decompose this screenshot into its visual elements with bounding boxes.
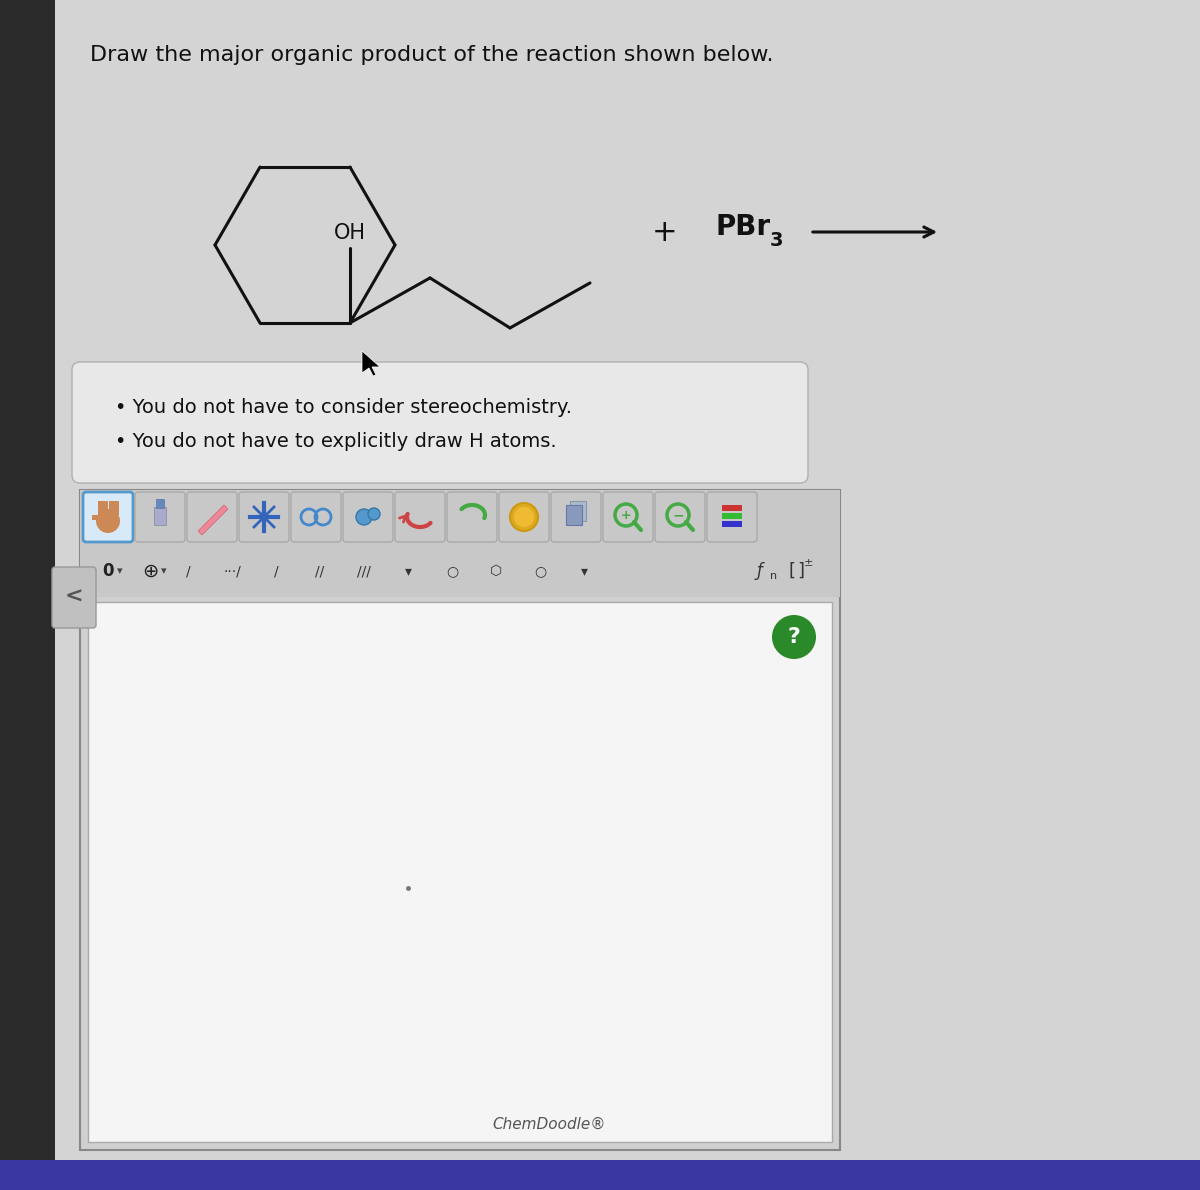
Bar [114, 501, 119, 515]
Text: ?: ? [787, 627, 800, 647]
Text: ···/: ···/ [223, 564, 241, 578]
Text: n: n [770, 571, 778, 581]
FancyBboxPatch shape [187, 491, 238, 541]
Text: Draw the major organic product of the reaction shown below.: Draw the major organic product of the re… [90, 45, 774, 65]
FancyBboxPatch shape [292, 491, 341, 541]
Text: ChemDoodle®: ChemDoodle® [492, 1116, 606, 1132]
FancyBboxPatch shape [72, 362, 808, 483]
Text: /: / [274, 564, 278, 578]
Text: +: + [620, 508, 631, 521]
Bar [92, 515, 102, 520]
Text: ]: ] [798, 562, 804, 580]
Bar [80, 545, 840, 597]
Text: +: + [652, 218, 678, 246]
FancyBboxPatch shape [83, 491, 133, 541]
FancyBboxPatch shape [239, 491, 289, 541]
Bar [722, 513, 742, 519]
Bar [88, 602, 832, 1142]
Bar [566, 505, 582, 525]
Text: ▾: ▾ [404, 564, 412, 578]
Text: OH: OH [334, 223, 366, 243]
Text: −: − [672, 508, 684, 522]
Text: ▾: ▾ [161, 566, 167, 576]
Bar [570, 501, 586, 521]
Circle shape [510, 503, 538, 531]
Text: • You do not have to explicitly draw H atoms.: • You do not have to explicitly draw H a… [115, 432, 557, 451]
Bar [154, 507, 166, 525]
FancyBboxPatch shape [551, 491, 601, 541]
FancyBboxPatch shape [707, 491, 757, 541]
Text: ƒ: ƒ [757, 562, 763, 580]
Circle shape [772, 615, 816, 659]
Bar [80, 490, 840, 545]
Text: ⬡: ⬡ [490, 564, 502, 578]
FancyBboxPatch shape [446, 491, 497, 541]
FancyBboxPatch shape [343, 491, 394, 541]
Text: ○: ○ [534, 564, 546, 578]
Text: 0: 0 [102, 562, 114, 580]
Bar [722, 505, 742, 511]
Text: ▾: ▾ [118, 566, 122, 576]
FancyBboxPatch shape [52, 566, 96, 628]
Bar [98, 501, 103, 515]
FancyBboxPatch shape [134, 491, 185, 541]
Text: ///: /// [358, 564, 371, 578]
Text: ⊕: ⊕ [142, 562, 158, 581]
FancyBboxPatch shape [655, 491, 706, 541]
Polygon shape [198, 505, 228, 536]
Circle shape [514, 507, 534, 527]
Polygon shape [362, 351, 380, 376]
Bar [0, 1160, 1200, 1190]
Text: <: < [65, 587, 83, 607]
FancyBboxPatch shape [395, 491, 445, 541]
Circle shape [368, 508, 380, 520]
Text: 3: 3 [770, 231, 784, 250]
Text: [: [ [788, 562, 796, 580]
Bar [103, 501, 108, 515]
Text: //: // [316, 564, 325, 578]
Bar [80, 490, 840, 1150]
Circle shape [96, 509, 120, 533]
Text: ○: ○ [446, 564, 458, 578]
FancyBboxPatch shape [499, 491, 550, 541]
Circle shape [356, 509, 372, 525]
FancyBboxPatch shape [604, 491, 653, 541]
Text: /: / [186, 564, 191, 578]
Bar [156, 499, 164, 508]
Text: ±: ± [803, 558, 812, 568]
Text: ▾: ▾ [581, 564, 588, 578]
Text: • You do not have to consider stereochemistry.: • You do not have to consider stereochem… [115, 397, 572, 416]
Bar [722, 521, 742, 527]
Bar [0, 0, 55, 1190]
Text: PBr: PBr [715, 213, 770, 242]
Bar [109, 501, 114, 515]
